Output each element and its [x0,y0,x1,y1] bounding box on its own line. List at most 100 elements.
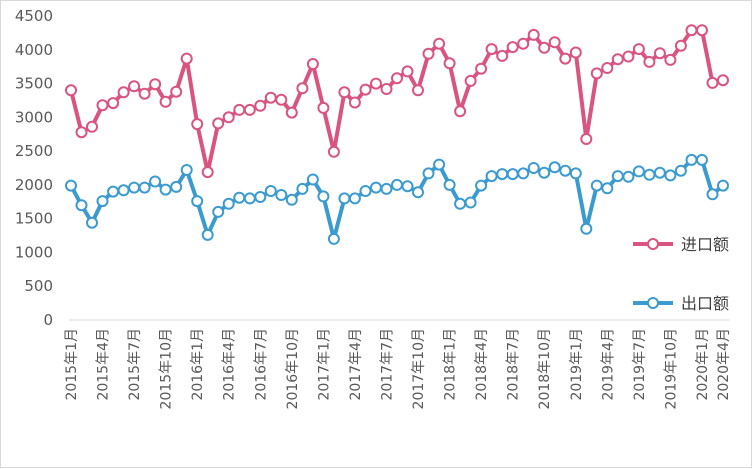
data-point [327,232,340,245]
data-point [485,170,498,183]
data-point [370,181,382,194]
y-axis: 0 500 1000 1500 2000 2500 3000 3500 4000 4500 [15,7,53,329]
data-point [517,37,530,50]
data-point [422,167,435,180]
data-point [159,95,172,108]
data-point [454,197,467,210]
data-point [96,195,109,208]
x-tick-label: 2016年4月 [222,328,238,401]
x-tick-label: 2019年10月 [663,328,679,409]
legend-swatch-marker [647,297,659,309]
data-point [717,179,729,192]
data-point [433,37,446,50]
data-point [86,216,98,229]
data-point [464,74,477,87]
data-point [443,57,456,70]
data-point [527,162,540,174]
data-point [548,161,561,174]
x-tick-label: 2018年4月 [474,328,490,401]
data-point [643,168,656,181]
data-point [464,196,477,209]
series-import [65,24,729,179]
data-point [317,190,330,203]
data-point [559,164,572,177]
data-point [285,106,298,119]
data-point [674,39,687,52]
x-tick-label: 2016年10月 [285,328,301,409]
data-point [653,47,666,60]
y-tick-label: 2500 [15,142,53,160]
x-tick-label: 2015年4月 [96,328,112,401]
x-tick-label: 2019年1月 [569,328,585,401]
data-point [348,96,361,109]
data-point [653,166,666,179]
data-point [590,67,603,80]
data-point [412,84,424,97]
data-point [664,169,677,182]
data-point [496,49,509,62]
data-point [317,101,330,114]
data-point [306,58,319,70]
data-point [422,47,435,60]
y-tick-label: 3500 [15,75,53,93]
data-point [222,111,235,124]
data-point [664,53,677,66]
data-point [696,153,708,166]
data-point [696,24,708,37]
x-tick-label: 2019年4月 [600,328,616,401]
data-point [201,166,214,179]
data-point [296,82,309,95]
data-point [643,55,656,68]
series-layer [65,24,729,245]
legend-label: 出口额 [681,294,729,313]
data-point [391,72,403,85]
data-point [222,197,235,210]
y-tick-label: 4500 [15,7,53,25]
data-point [401,65,414,78]
data-point [475,62,488,75]
data-point [264,185,277,197]
data-point [201,228,214,241]
data-point [433,158,446,171]
x-tick-label: 2015年10月 [159,328,175,409]
data-point [233,103,246,116]
data-point [454,105,467,118]
data-point [243,103,256,116]
data-point [590,179,603,192]
data-point [632,43,645,56]
data-point [138,87,151,100]
data-point [601,62,614,74]
y-tick-label: 500 [24,277,53,295]
x-tick-label: 2020年4月 [716,328,732,401]
data-point [138,181,151,194]
x-tick-label: 2019年7月 [632,328,648,401]
data-point [685,153,698,166]
x-tick-label: 2017年10月 [411,328,427,409]
data-point [180,52,193,65]
data-point [338,192,351,205]
y-tick-label: 2000 [15,176,53,194]
x-tick-label: 2017年1月 [316,328,332,401]
data-point [254,99,267,112]
y-tick-label: 1500 [15,210,53,228]
data-point [359,185,372,197]
y-tick-label: 0 [43,311,53,329]
data-point [327,145,340,158]
data-point [86,120,98,133]
data-point [170,85,183,98]
data-point [527,28,540,41]
data-point [506,168,519,181]
data-point [65,179,77,192]
data-point [117,184,130,197]
data-point [569,167,582,180]
data-point [412,186,424,199]
data-point [706,76,719,89]
data-point [496,168,509,181]
data-point [569,46,582,59]
data-point [517,167,530,180]
legend-label: 进口额 [681,235,729,254]
y-tick-label: 1000 [15,243,53,261]
data-point [443,178,456,191]
data-point [359,83,372,96]
